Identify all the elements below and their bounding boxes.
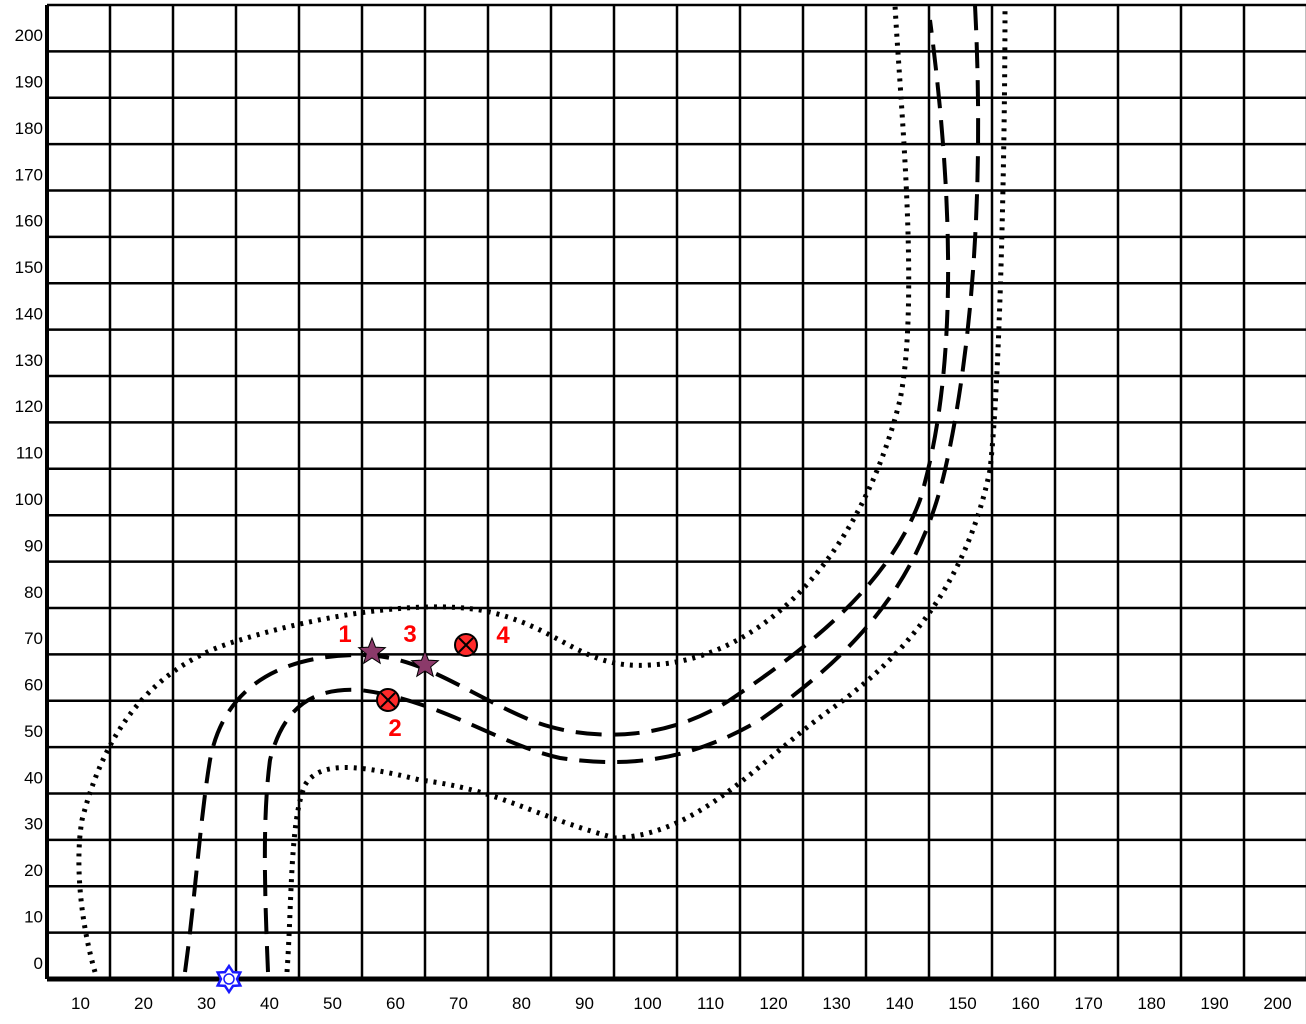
x-tick-label: 190: [1200, 994, 1228, 1013]
crossed-circle-icon: [454, 633, 478, 657]
x-tick-label: 200: [1263, 994, 1291, 1013]
y-tick-label: 80: [24, 583, 43, 602]
dashed-lane-line-1: [183, 19, 951, 973]
x-tick-label: 10: [71, 994, 90, 1013]
crossed-circle-icon: [376, 688, 400, 712]
marker-1: 1: [338, 621, 387, 665]
marker-label: 4: [496, 622, 510, 649]
x-tick-label: 40: [260, 994, 279, 1013]
y-tick-label: 170: [15, 165, 43, 184]
y-tick-label: 30: [24, 815, 43, 834]
x-tick-label: 150: [948, 994, 976, 1013]
x-tick-label: 50: [323, 994, 342, 1013]
x-tick-label: 60: [386, 994, 405, 1013]
y-tick-label: 160: [15, 212, 43, 231]
y-tick-label: 90: [24, 536, 43, 555]
grid: [45, 3, 1306, 982]
marker-2: 2: [376, 688, 402, 742]
x-tick-label: 70: [449, 994, 468, 1013]
x-tick-label: 30: [197, 994, 216, 1013]
y-tick-label: 190: [15, 73, 43, 92]
y-tick-label: 150: [15, 258, 43, 277]
y-tick-label: 120: [15, 397, 43, 416]
x-tick-label: 100: [633, 994, 661, 1013]
x-tick-label: 170: [1074, 994, 1102, 1013]
marker-label: 3: [403, 621, 416, 648]
sun-icon: [215, 963, 243, 995]
x-tick-label: 140: [885, 994, 913, 1013]
x-tick-label: 130: [822, 994, 850, 1013]
y-tick-label: 20: [24, 861, 43, 880]
y-tick-label: 70: [24, 629, 43, 648]
y-tick-label: 60: [24, 676, 43, 695]
markers: 1 2 3 4: [215, 621, 510, 995]
x-tick-label: 160: [1011, 994, 1039, 1013]
star-icon: [410, 649, 440, 678]
x-tick-label: 20: [134, 994, 153, 1013]
x-axis-tick-labels: 10 20 30 40 50 60 70 80 90 100 110 120 130 140 150 160 1…: [71, 994, 1292, 1013]
y-tick-label: 140: [15, 304, 43, 323]
y-tick-label: 110: [16, 444, 43, 463]
y-tick-label: 100: [15, 490, 43, 509]
y-tick-label: 0: [34, 954, 43, 973]
outer-dotted-boundary: [76, 4, 912, 973]
marker-label: 1: [338, 621, 351, 648]
x-tick-label: 80: [512, 994, 531, 1013]
y-tick-label: 10: [24, 907, 43, 926]
y-tick-label: 180: [15, 119, 43, 138]
x-tick-label: 180: [1137, 994, 1165, 1013]
dashed-lane-line-2: [262, 4, 981, 973]
x-tick-label: 90: [575, 994, 594, 1013]
y-tick-label: 40: [24, 768, 43, 787]
y-tick-label: 200: [15, 26, 43, 45]
marker-3: 3: [403, 621, 440, 678]
x-tick-label: 110: [697, 994, 724, 1013]
marker-4: 4: [454, 622, 510, 657]
star-icon: [357, 636, 387, 665]
y-axis-tick-labels: 0 10 20 30 40 50 60 70 80 90 100 110 120 130 140 150 160…: [15, 26, 43, 973]
y-tick-label: 50: [24, 722, 43, 741]
marker-label: 2: [388, 715, 401, 742]
y-tick-label: 130: [15, 351, 43, 370]
x-tick-label: 120: [759, 994, 787, 1013]
